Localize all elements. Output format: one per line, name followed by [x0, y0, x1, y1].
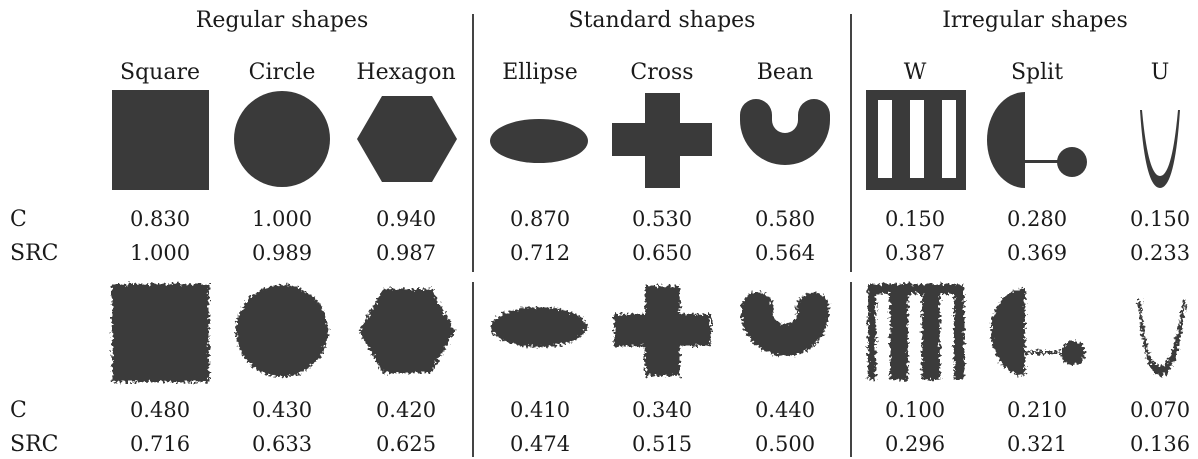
- column-title-circle: Circle: [248, 60, 316, 85]
- noisy-c-u: 0.070: [1129, 398, 1191, 422]
- hexagon-shape: [357, 96, 457, 182]
- group-title-regular: Regular shapes: [195, 8, 369, 33]
- noisy-c-w: 0.100: [884, 398, 946, 422]
- clean-c-cross: 0.530: [631, 207, 693, 231]
- clean-c-square: 0.830: [129, 207, 191, 231]
- column-title-cross: Cross: [630, 60, 694, 85]
- column-title-square: Square: [120, 60, 200, 85]
- noisy-src-cross: 0.515: [631, 432, 693, 456]
- column-title-u: U: [1150, 60, 1170, 85]
- noisy-c-bean: 0.440: [754, 398, 816, 422]
- noisy-src-ellipse: 0.474: [509, 432, 571, 456]
- noisy-src-bean: 0.500: [754, 432, 816, 456]
- split-dot-shape: [1057, 147, 1087, 177]
- column-title-bean: Bean: [756, 60, 814, 85]
- noisy-src-u: 0.136: [1129, 432, 1191, 456]
- column-title-split: Split: [1010, 60, 1064, 85]
- noisy-src-w: 0.296: [884, 432, 946, 456]
- split-bar-shape: [1025, 160, 1063, 163]
- noisy-split-bar-shape: [1025, 351, 1065, 354]
- clean-src-split: 0.369: [1006, 241, 1068, 265]
- clean-c-split: 0.280: [1006, 207, 1068, 231]
- noisy-src-split: 0.321: [1006, 432, 1068, 456]
- noisy-c-circle: 0.430: [251, 398, 313, 422]
- column-title-hexagon: Hexagon: [356, 60, 456, 85]
- noisy-hexagon-shape: [359, 289, 455, 373]
- clean-c-bean: 0.580: [754, 207, 816, 231]
- noisy-c-hexagon: 0.420: [375, 398, 437, 422]
- column-title-w: W: [903, 60, 927, 85]
- noisy-c-square: 0.480: [129, 398, 191, 422]
- divider-top-left: [472, 14, 474, 272]
- clean-c-ellipse: 0.870: [509, 207, 571, 231]
- w-shape: [866, 90, 966, 190]
- row-label-src-clean: SRC: [10, 241, 59, 266]
- group-title-standard: Standard shapes: [568, 8, 756, 33]
- clean-src-hexagon: 0.987: [375, 241, 437, 265]
- noisy-src-circle: 0.633: [251, 432, 313, 456]
- column-title-ellipse: Ellipse: [502, 60, 578, 85]
- noisy-ellipse-shape: [491, 307, 587, 347]
- u-shape: [1140, 110, 1180, 188]
- divider-bottom-left: [472, 282, 474, 457]
- clean-src-bean: 0.564: [754, 241, 816, 265]
- bean-shape: [740, 99, 830, 165]
- clean-src-circle: 0.989: [251, 241, 313, 265]
- clean-c-hexagon: 0.940: [375, 207, 437, 231]
- cross-shape: [612, 93, 712, 188]
- row-label-c-clean: C: [10, 207, 27, 232]
- clean-src-cross: 0.650: [631, 241, 693, 265]
- noisy-circle-shape: [236, 285, 328, 377]
- row-label-c-noisy: C: [10, 398, 27, 423]
- clean-c-circle: 1.000: [251, 207, 313, 231]
- clean-src-square: 1.000: [129, 241, 191, 265]
- clean-src-ellipse: 0.712: [509, 241, 571, 265]
- clean-c-w: 0.150: [884, 207, 946, 231]
- noisy-w-shape: [868, 284, 964, 380]
- divider-bottom-right: [850, 282, 852, 457]
- noisy-u-shape: [1138, 300, 1186, 376]
- clean-c-u: 0.150: [1129, 207, 1191, 231]
- noisy-bean-shape: [741, 292, 829, 356]
- noisy-split-half-disc-shape: [991, 288, 1025, 376]
- clean-src-w: 0.387: [884, 241, 946, 265]
- noisy-src-square: 0.716: [129, 432, 191, 456]
- row-label-src-noisy: SRC: [10, 432, 59, 457]
- divider-top-right: [850, 14, 852, 272]
- noisy-split-dot-shape: [1061, 341, 1085, 365]
- circle-shape: [234, 91, 330, 187]
- noisy-c-ellipse: 0.410: [509, 398, 571, 422]
- noisy-src-hexagon: 0.625: [375, 432, 437, 456]
- noisy-c-split: 0.210: [1006, 398, 1068, 422]
- group-title-irregular: Irregular shapes: [942, 8, 1128, 33]
- noisy-cross-shape: [614, 286, 711, 376]
- noisy-c-cross: 0.340: [631, 398, 693, 422]
- ellipse-shape: [490, 119, 588, 163]
- noisy-square-shape: [112, 284, 209, 382]
- split-half-disc-shape: [987, 92, 1025, 188]
- square-shape: [112, 90, 209, 190]
- clean-src-u: 0.233: [1129, 241, 1191, 265]
